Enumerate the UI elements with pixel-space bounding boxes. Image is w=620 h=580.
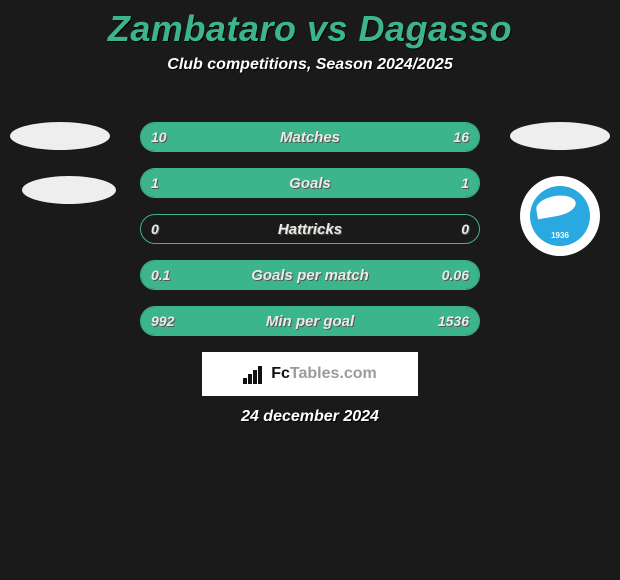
stat-row: 0 0Hattricks xyxy=(140,214,480,244)
stat-row: 9921536Min per goal xyxy=(140,306,480,336)
stat-row-fill-left xyxy=(141,261,351,289)
stat-row-fill-right xyxy=(269,123,479,151)
stats-comparison-chart: 1016Matches 11Goals 0 0Hattricks 0.10.06Goal… xyxy=(140,122,480,352)
player-right-photo-placeholder-top xyxy=(510,122,610,150)
stat-row-fill-right xyxy=(351,261,479,289)
stat-row: 1016Matches xyxy=(140,122,480,152)
page-title: Zambataro vs Dagasso xyxy=(0,0,620,50)
stat-row-value-left: 0 xyxy=(141,215,169,243)
stat-row-fill-right xyxy=(273,307,479,335)
stat-row-fill-left xyxy=(141,123,269,151)
stat-row-value-right: 0 xyxy=(451,215,479,243)
player-left-photo-placeholder-bottom xyxy=(22,176,116,204)
fctables-logo: FcTables.com xyxy=(202,352,418,396)
stat-row: 11Goals xyxy=(140,168,480,198)
logo-text-prefix: Fc xyxy=(271,365,290,382)
player-left-photo-placeholder-top xyxy=(10,122,110,150)
stat-row-fill-left xyxy=(141,169,310,197)
stat-row-label: Hattricks xyxy=(141,215,479,243)
logo-text: FcTables.com xyxy=(271,365,377,383)
logo-text-suffix: Tables.com xyxy=(290,365,377,382)
bar-chart-icon xyxy=(243,364,265,384)
player-right-club-badge: 1936 xyxy=(520,176,600,256)
comparison-card: Zambataro vs Dagasso Club competitions, … xyxy=(0,0,620,74)
date-text: 24 december 2024 xyxy=(0,408,620,426)
dolphin-icon xyxy=(535,193,578,220)
club-badge-year: 1936 xyxy=(551,231,569,246)
stat-row-fill-left xyxy=(141,307,273,335)
club-badge-pescara: 1936 xyxy=(530,186,590,246)
stat-row: 0.10.06Goals per match xyxy=(140,260,480,290)
subtitle: Club competitions, Season 2024/2025 xyxy=(0,56,620,74)
stat-row-fill-right xyxy=(310,169,479,197)
